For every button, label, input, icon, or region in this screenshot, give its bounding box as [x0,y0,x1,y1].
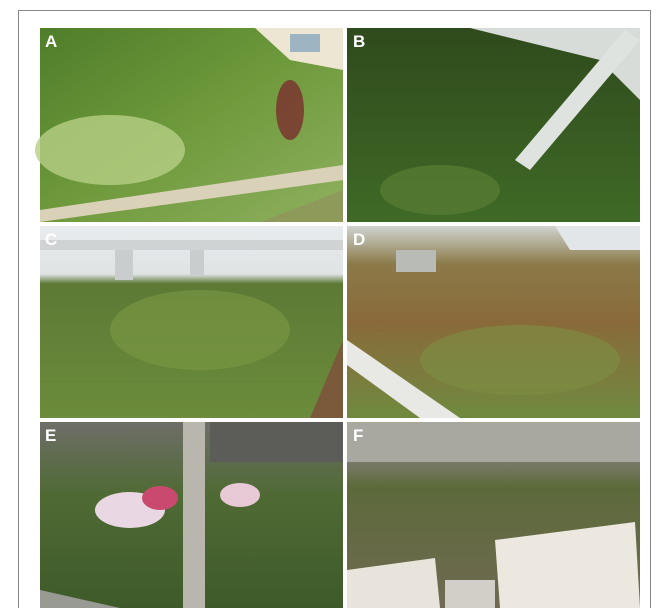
panel-a: A [35,28,343,222]
panel-c: C [40,226,343,418]
panel-b: B [347,28,640,222]
panel-label: B [353,32,365,51]
panel-e: E [40,422,343,608]
panel-label: C [45,230,57,249]
panel-label: D [353,230,365,249]
panel-label: E [45,426,56,445]
panel-f: F [347,422,640,608]
panel-label: F [353,426,363,445]
panel-d: D [347,226,640,418]
panel-label: A [45,32,57,51]
figure-border [18,10,651,608]
